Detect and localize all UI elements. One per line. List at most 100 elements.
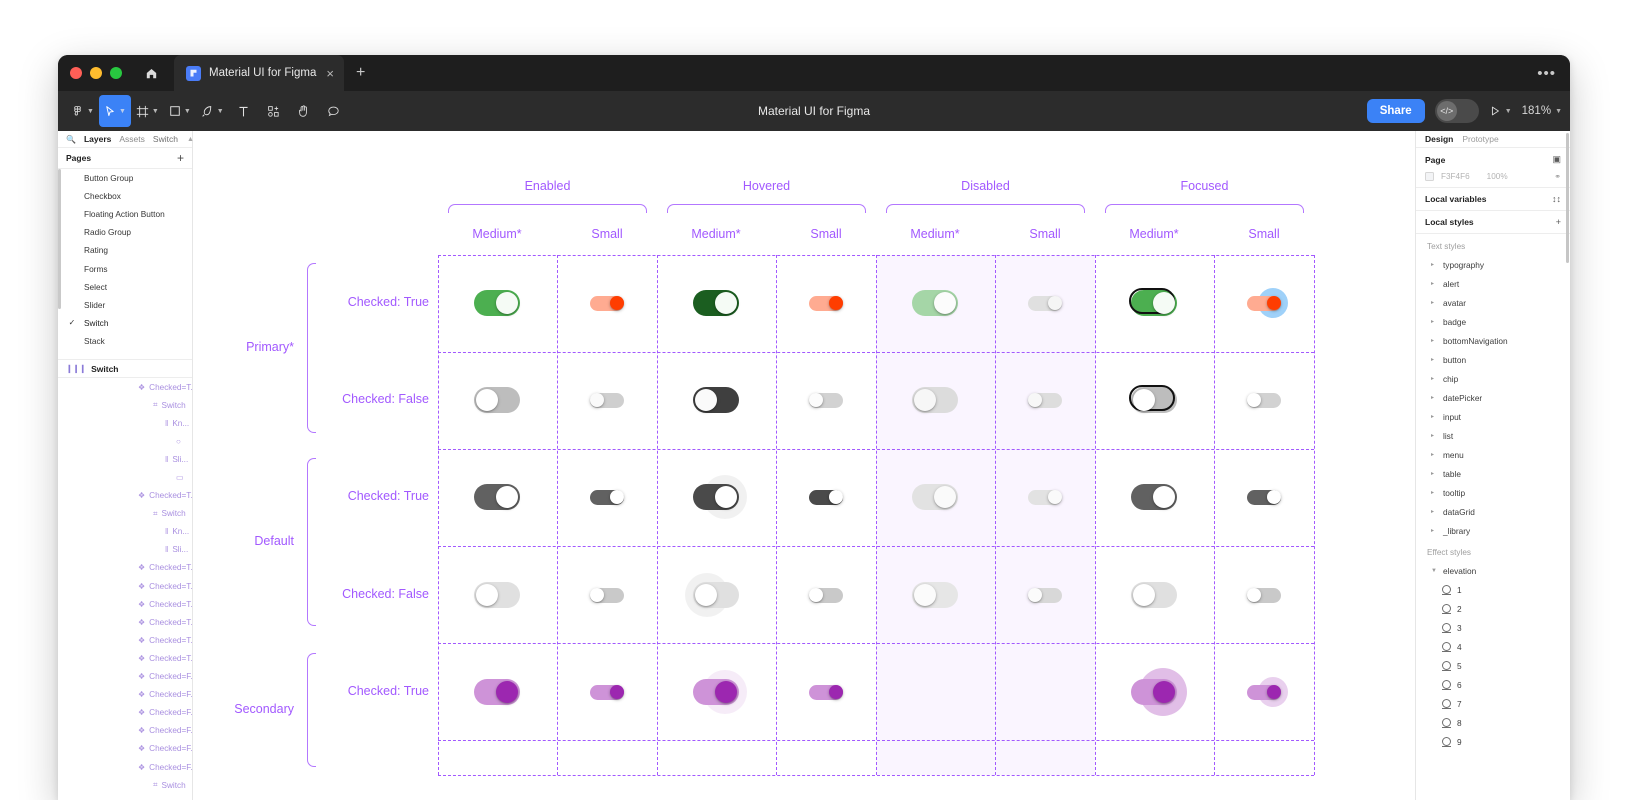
layer-item[interactable]: ❖Checked=F...: [58, 668, 192, 686]
page-item-floating-action-button[interactable]: Floating Action Button: [58, 205, 192, 223]
layer-item[interactable]: ▭: [58, 468, 192, 486]
design-canvas[interactable]: Enabled Hovered Disabled Focused Medium* Smal…: [193, 131, 1415, 800]
switch-knob[interactable]: [1267, 685, 1281, 699]
switch-r0c7[interactable]: [1247, 288, 1288, 318]
tab-design[interactable]: Design: [1425, 134, 1454, 144]
switch-r2c5[interactable]: [1028, 489, 1062, 505]
layer-item[interactable]: ❖Checked=T...: [58, 613, 192, 631]
pages-scrollbar[interactable]: [58, 169, 61, 309]
switch-r1c3[interactable]: [809, 392, 843, 408]
switch-knob[interactable]: [1153, 681, 1175, 703]
switch-r2c1[interactable]: [590, 489, 624, 505]
switch-r0c6[interactable]: [1128, 287, 1177, 316]
switch-knob[interactable]: [1028, 588, 1042, 602]
switch-r0c4[interactable]: [912, 290, 958, 316]
switch-r1c1[interactable]: [590, 392, 624, 408]
text-style-datagrid[interactable]: ▸ dataGrid: [1416, 502, 1570, 521]
layers-root-row[interactable]: ❙❙❙ Switch: [58, 359, 192, 378]
layer-item[interactable]: ❖Checked=T...: [58, 487, 192, 505]
layer-item[interactable]: ❖Checked=T...: [58, 559, 192, 577]
text-style-list[interactable]: ▸ list: [1416, 426, 1570, 445]
switch-r4c6[interactable]: [1131, 668, 1187, 716]
switch-r2c0[interactable]: [474, 484, 520, 510]
switch-knob[interactable]: [809, 588, 823, 602]
text-style--library[interactable]: ▸ _library: [1416, 521, 1570, 540]
switch-knob[interactable]: [934, 486, 956, 508]
switch-knob[interactable]: [1028, 393, 1042, 407]
switch-knob[interactable]: [829, 685, 843, 699]
switch-knob[interactable]: [610, 296, 624, 310]
switch-knob[interactable]: [1153, 292, 1175, 314]
text-style-datepicker[interactable]: ▸ datePicker: [1416, 388, 1570, 407]
elevation-list[interactable]: 1 2 3 4 5 6 7 8 9: [1416, 580, 1570, 751]
search-icon[interactable]: 🔍: [66, 134, 76, 144]
switch-knob[interactable]: [476, 389, 498, 411]
tab-layers[interactable]: Layers: [83, 134, 112, 144]
switch-knob[interactable]: [610, 685, 624, 699]
elevation-style-9[interactable]: 9: [1416, 732, 1570, 751]
new-tab-button[interactable]: +: [356, 64, 366, 81]
file-name-label[interactable]: Switch: [152, 134, 178, 144]
elevation-style-2[interactable]: 2: [1416, 599, 1570, 618]
page-item-select[interactable]: Select: [58, 278, 192, 296]
page-item-rating[interactable]: Rating: [58, 241, 192, 259]
layer-item[interactable]: ❖Checked=T...: [58, 595, 192, 613]
layer-item[interactable]: ❖Checked=T...: [58, 631, 192, 649]
elevation-style-8[interactable]: 8: [1416, 713, 1570, 732]
zoom-control[interactable]: 181% ▼: [1522, 105, 1562, 117]
switch-r4c3[interactable]: [809, 684, 843, 700]
switch-r2c3[interactable]: [809, 489, 843, 505]
layer-item[interactable]: ❖Checked=F...: [58, 686, 192, 704]
pen-tool-button[interactable]: ▼: [196, 95, 229, 127]
switch-knob[interactable]: [914, 584, 936, 606]
page-item-slider[interactable]: Slider: [58, 296, 192, 314]
page-item-stack[interactable]: Stack: [58, 332, 192, 350]
text-style-button[interactable]: ▸ button: [1416, 350, 1570, 369]
tab-assets[interactable]: Assets: [119, 134, 145, 144]
switch-knob[interactable]: [496, 292, 518, 314]
switch-knob[interactable]: [496, 681, 518, 703]
switch-knob[interactable]: [715, 486, 737, 508]
layer-item[interactable]: ❖Checked=F...: [58, 740, 192, 758]
switch-knob[interactable]: [1048, 490, 1062, 504]
switch-r2c6[interactable]: [1131, 484, 1177, 510]
switch-r1c5[interactable]: [1028, 392, 1062, 408]
switch-knob[interactable]: [809, 393, 823, 407]
layer-item[interactable]: ‖ Sli...: [58, 541, 192, 559]
elevation-style-3[interactable]: 3: [1416, 618, 1570, 637]
layer-item[interactable]: ❖Checked=F...: [58, 704, 192, 722]
switch-knob[interactable]: [914, 389, 936, 411]
switch-r3c4[interactable]: [912, 582, 958, 608]
text-style-alert[interactable]: ▸ alert: [1416, 274, 1570, 293]
switch-r4c0[interactable]: [474, 679, 520, 705]
switch-r4c7[interactable]: [1247, 677, 1288, 707]
layer-item[interactable]: ○: [58, 432, 192, 450]
design-panel-scrollbar[interactable]: [1566, 133, 1569, 263]
switch-knob[interactable]: [695, 584, 717, 606]
switch-knob[interactable]: [610, 490, 624, 504]
switch-r1c2[interactable]: [693, 387, 739, 413]
elevation-style-7[interactable]: 7: [1416, 694, 1570, 713]
tab-prototype[interactable]: Prototype: [1462, 134, 1499, 144]
switch-knob[interactable]: [590, 588, 604, 602]
text-style-bottomnavigation[interactable]: ▸ bottomNavigation: [1416, 331, 1570, 350]
text-style-chip[interactable]: ▸ chip: [1416, 369, 1570, 388]
pages-list[interactable]: Button Group Checkbox Floating Action Butt…: [58, 169, 192, 359]
switch-r0c3[interactable]: [809, 295, 843, 311]
move-tool-button[interactable]: ▼: [98, 95, 131, 127]
switch-knob[interactable]: [715, 292, 737, 314]
switch-r1c6[interactable]: [1128, 384, 1177, 413]
switch-knob[interactable]: [1267, 490, 1281, 504]
switch-r4c1[interactable]: [590, 684, 624, 700]
layer-item[interactable]: ❖Checked=T...: [58, 649, 192, 667]
switch-knob[interactable]: [715, 681, 737, 703]
minimize-window-button[interactable]: [90, 67, 102, 79]
switch-knob[interactable]: [695, 389, 717, 411]
shape-tool-button[interactable]: ▼: [164, 95, 196, 127]
switch-r0c1[interactable]: [590, 295, 624, 311]
switch-knob[interactable]: [590, 393, 604, 407]
switch-r1c0[interactable]: [474, 387, 520, 413]
switch-knob[interactable]: [1133, 389, 1155, 411]
layer-item[interactable]: ❖Checked=T...: [58, 577, 192, 595]
switch-knob[interactable]: [1133, 584, 1155, 606]
